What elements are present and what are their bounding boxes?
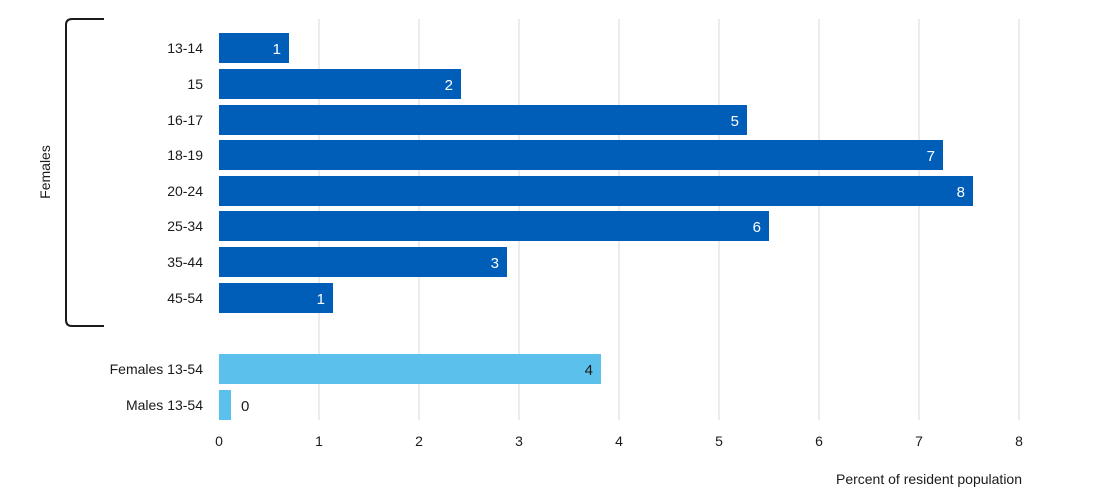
category-label: 15 bbox=[187, 76, 203, 92]
category-label: 45-54 bbox=[167, 290, 203, 306]
data-label: 4 bbox=[585, 362, 593, 379]
category-label: 16-17 bbox=[167, 112, 203, 128]
category-label: 25-34 bbox=[167, 218, 203, 234]
x-axis-title: Percent of resident population bbox=[836, 471, 1022, 487]
x-tick-label: 4 bbox=[615, 433, 623, 449]
x-tick-label: 2 bbox=[415, 433, 423, 449]
group-bracket bbox=[65, 18, 104, 327]
category-label: 13-14 bbox=[167, 40, 203, 56]
x-tick-label: 8 bbox=[1015, 433, 1023, 449]
bars: 1 2 5 7 8 6 3 1 4 0 bbox=[219, 33, 973, 420]
x-tick-label: 3 bbox=[515, 433, 523, 449]
data-label: 7 bbox=[927, 148, 935, 165]
x-tick-label: 7 bbox=[915, 433, 923, 449]
bar bbox=[219, 69, 461, 99]
category-label: Males 13-54 bbox=[126, 397, 203, 413]
bar bbox=[219, 211, 769, 241]
data-label: 5 bbox=[731, 113, 739, 130]
data-label: 1 bbox=[273, 41, 281, 58]
bar bbox=[219, 247, 507, 277]
x-tick-label: 6 bbox=[815, 433, 823, 449]
x-tick-label: 1 bbox=[315, 433, 323, 449]
bar bbox=[219, 390, 231, 420]
bar bbox=[219, 33, 289, 63]
data-label: 3 bbox=[491, 255, 499, 272]
x-tick-label: 0 bbox=[215, 433, 223, 449]
bar bbox=[219, 354, 601, 384]
x-tick-label: 5 bbox=[715, 433, 723, 449]
data-label: 0 bbox=[241, 398, 249, 415]
category-label: 18-19 bbox=[167, 147, 203, 163]
x-tick-labels: 0 1 2 3 4 5 6 7 8 bbox=[215, 433, 1023, 449]
data-label: 2 bbox=[445, 77, 453, 94]
bar bbox=[219, 105, 747, 135]
data-label: 8 bbox=[957, 184, 965, 201]
group-label-females: Females bbox=[37, 145, 53, 199]
category-label: 20-24 bbox=[167, 183, 203, 199]
category-labels: 13-14 15 16-17 18-19 20-24 25-34 35-44 45-54 Fem… bbox=[110, 40, 204, 413]
bar bbox=[219, 283, 333, 313]
category-label: Females 13-54 bbox=[110, 361, 204, 377]
data-label: 6 bbox=[753, 219, 761, 236]
data-label: 1 bbox=[317, 291, 325, 308]
bar bbox=[219, 176, 973, 206]
category-label: 35-44 bbox=[167, 254, 203, 270]
bar bbox=[219, 140, 943, 170]
